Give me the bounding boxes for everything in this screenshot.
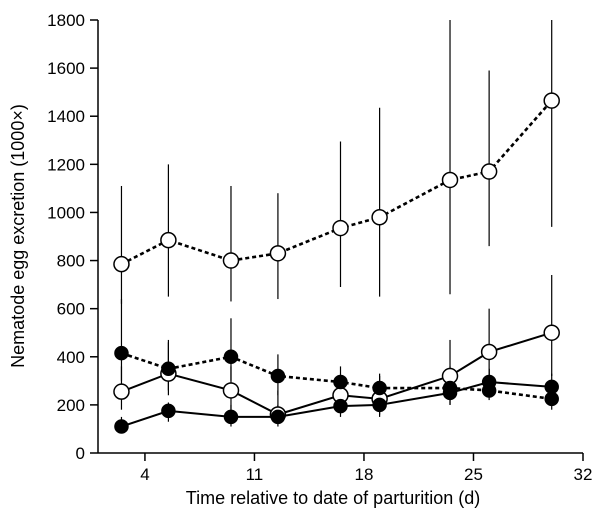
data-point-series-4	[372, 397, 387, 413]
data-point-series-1	[113, 255, 130, 273]
data-point-series-1	[441, 171, 459, 189]
data-point-series-3	[114, 345, 129, 361]
data-point-series-4	[270, 409, 286, 425]
x-tick-label: 11	[246, 465, 264, 484]
plot-area	[113, 20, 560, 434]
data-point-series-1	[222, 252, 240, 269]
y-tick-label: 800	[57, 252, 85, 271]
x-tick-label: 25	[464, 465, 483, 484]
y-tick-label: 1800	[47, 11, 85, 30]
data-point-series-1	[480, 163, 498, 180]
data-point-series-1	[543, 92, 560, 109]
data-point-series-2	[222, 382, 240, 399]
data-point-series-1	[332, 219, 349, 237]
data-point-series-1	[160, 231, 177, 249]
data-point-series-3	[161, 361, 176, 377]
y-tick-label: 1200	[47, 155, 85, 174]
y-tick-label: 400	[57, 348, 85, 367]
data-point-series-4	[161, 403, 176, 419]
data-point-series-4	[442, 385, 458, 401]
data-point-series-4	[481, 374, 497, 390]
y-tick-label: 1400	[47, 107, 85, 126]
series-line-1	[120, 99, 553, 266]
data-point-series-4	[544, 379, 559, 395]
y-tick-label: 600	[57, 300, 85, 319]
data-point-series-2	[113, 383, 130, 400]
data-point-series-1	[269, 245, 287, 262]
data-point-series-4	[333, 398, 348, 414]
data-point-series-2	[543, 324, 560, 341]
data-point-series-2	[480, 343, 498, 361]
x-axis-title: Time relative to date of parturition (d)	[186, 488, 480, 508]
y-tick-label: 1600	[47, 59, 85, 78]
axes: 0 200 400 600 800 1000 1200 1400 1600 1800 4 11 18 25…	[47, 11, 592, 484]
data-point-series-3	[270, 368, 286, 384]
y-axis-title: Nematode egg excretion (1000×)	[8, 104, 28, 368]
y-tick-label: 1000	[47, 203, 85, 222]
data-point-series-3	[223, 349, 239, 365]
data-point-series-1	[371, 209, 388, 226]
x-tick-label: 4	[140, 465, 149, 484]
x-tick-label: 18	[355, 465, 374, 484]
data-point-series-3	[544, 391, 559, 407]
x-tick-label: 32	[574, 465, 593, 484]
data-point-series-4	[114, 419, 129, 434]
y-tick-label: 0	[76, 444, 85, 463]
data-point-series-3	[372, 380, 387, 396]
data-point-series-4	[223, 409, 239, 425]
y-tick-label: 200	[57, 396, 85, 415]
data-point-series-3	[333, 374, 348, 390]
